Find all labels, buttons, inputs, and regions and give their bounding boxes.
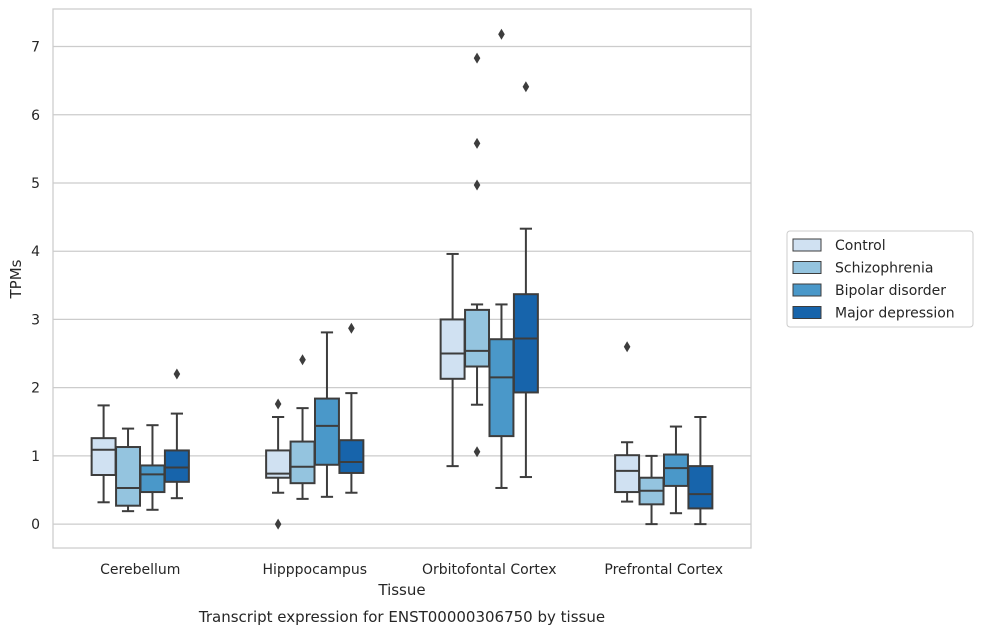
- y-axis-ticks: 0 1 2 3 4 5 6 7: [31, 40, 40, 534]
- outlier-point: [274, 398, 282, 410]
- y-tick-label: 2: [31, 381, 40, 397]
- legend-label: Bipolar disorder: [835, 283, 946, 299]
- box-group: [638, 454, 665, 526]
- y-tick-label: 1: [31, 449, 40, 465]
- outlier-point: [473, 446, 481, 458]
- outlier-point: [473, 137, 481, 149]
- chart-caption: Transcript expression for ENST0000030675…: [198, 608, 605, 626]
- box-iqr: [115, 446, 142, 507]
- legend: Control Schizophrenia Bipolar disorder Majo…: [786, 230, 974, 328]
- legend-frame: [786, 230, 974, 328]
- box-iqr: [439, 318, 466, 380]
- x-tick-label: Prefrontal Cortex: [604, 562, 723, 578]
- x-tick-label: Cerebellum: [100, 562, 180, 578]
- legend-swatch: [792, 261, 822, 274]
- box-group: [687, 416, 714, 526]
- outlier-point: [274, 518, 282, 530]
- box-group: [90, 404, 117, 504]
- legend-swatch: [792, 306, 822, 319]
- y-tick-label: 0: [31, 517, 40, 533]
- x-tick-label: Hipppocampus: [262, 562, 367, 578]
- outlier-point: [348, 322, 355, 334]
- outlier-point: [623, 341, 631, 353]
- box-group: [289, 354, 316, 500]
- box-group: [488, 28, 515, 489]
- box-iqr: [90, 437, 117, 476]
- legend-swatch: [792, 283, 822, 297]
- legend-label: Schizophrenia: [835, 261, 933, 277]
- box-group: [139, 424, 166, 511]
- box-iqr: [139, 464, 166, 494]
- outlier-point: [473, 179, 481, 191]
- box-iqr: [289, 440, 316, 485]
- y-tick-label: 5: [31, 176, 40, 192]
- legend-label: Major depression: [835, 306, 955, 322]
- x-tick-label: Orbitofontal Cortex: [422, 562, 557, 578]
- box-iqr: [313, 397, 340, 466]
- box-group: [265, 398, 292, 530]
- y-tick-label: 4: [31, 244, 40, 260]
- outlier-point: [299, 354, 306, 366]
- box-group: [464, 52, 491, 458]
- legend-swatch: [792, 238, 822, 252]
- box-group: [614, 341, 641, 503]
- outlier-point: [473, 52, 481, 64]
- outlier-point: [522, 81, 530, 93]
- box-iqr: [464, 308, 491, 368]
- box-group: [313, 331, 340, 498]
- legend-label: Control: [835, 238, 886, 254]
- box-iqr: [488, 338, 515, 438]
- box-group: [512, 81, 539, 479]
- y-tick-label: 7: [31, 40, 40, 56]
- box-iqr: [338, 439, 365, 474]
- outlier-point: [498, 28, 505, 40]
- box-iqr: [687, 465, 714, 510]
- x-axis-ticks: Cerebellum Hipppocampus Orbitofontal Corte…: [100, 562, 723, 578]
- y-tick-label: 3: [31, 312, 40, 328]
- box-iqr: [614, 454, 641, 494]
- box-group: [662, 425, 689, 515]
- x-axis-label: Tissue: [377, 581, 425, 599]
- box-group: [338, 322, 365, 494]
- box-iqr: [512, 293, 539, 394]
- y-axis-label: TPMs: [7, 259, 25, 299]
- box-iqr: [662, 453, 689, 487]
- box-group: [163, 368, 190, 500]
- outlier-point: [173, 368, 181, 380]
- box-iqr: [163, 449, 190, 483]
- y-tick-label: 6: [31, 108, 40, 124]
- box-groups: [90, 28, 714, 530]
